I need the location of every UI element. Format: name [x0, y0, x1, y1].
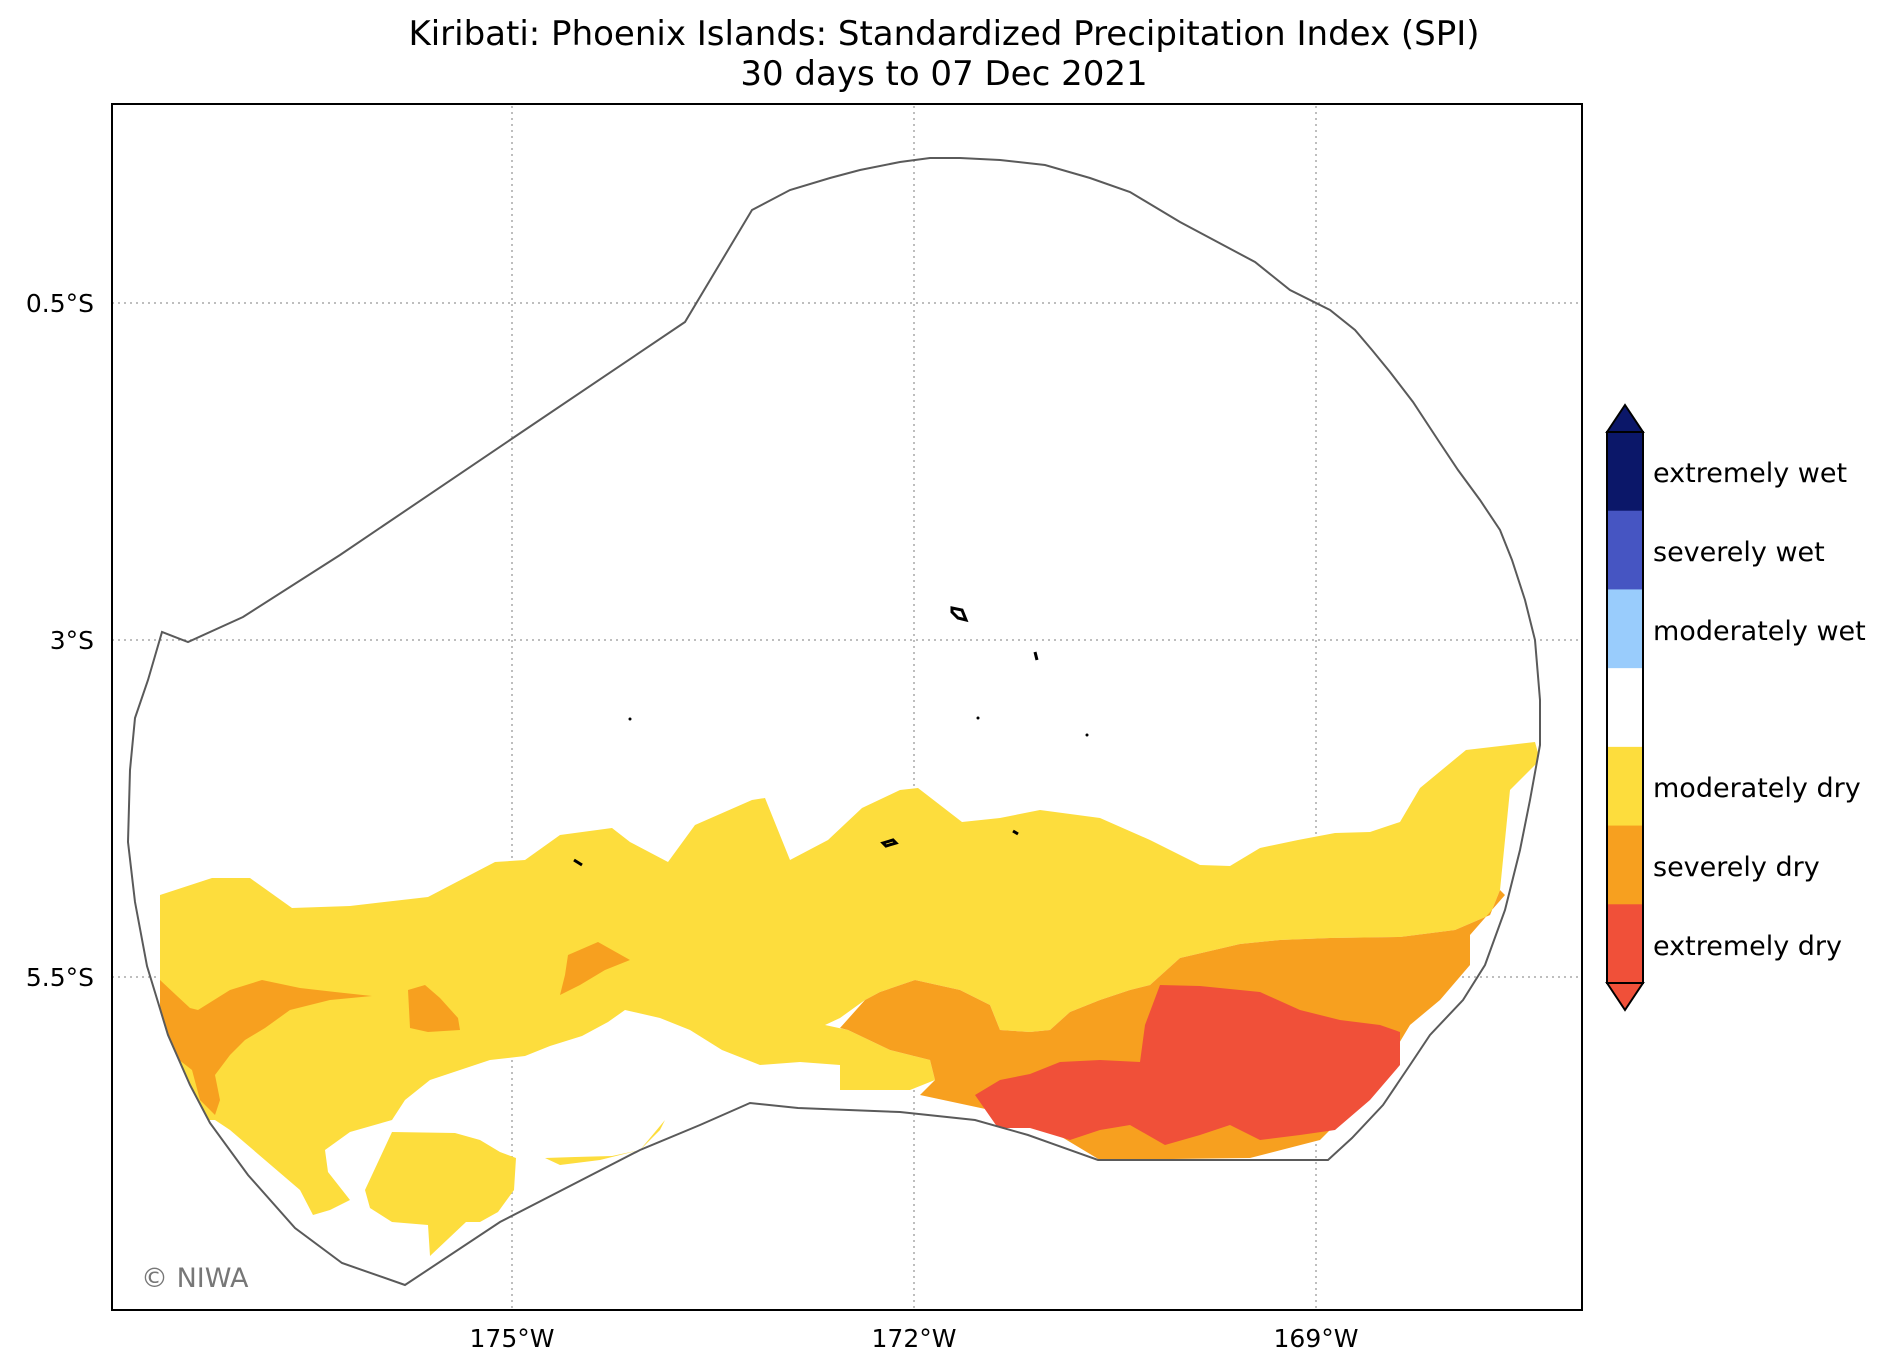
legend-label-extremely-dry: extremely dry [1653, 931, 1842, 962]
colorbar-swatch-normal [1607, 668, 1643, 748]
legend-label-moderately-dry: moderately dry [1653, 773, 1861, 804]
legend-label-extremely-wet: extremely wet [1653, 458, 1847, 489]
colorbar-swatch-severely-dry [1607, 825, 1643, 905]
islands [573, 606, 1089, 867]
map-frame [111, 103, 1583, 1311]
colorbar-top-arrow [1605, 403, 1645, 433]
severely-dry-patch-center [560, 942, 630, 995]
moderately-dry-sliver [545, 1120, 665, 1165]
colorbar-bottom-arrow [1605, 982, 1645, 1012]
eez-boundary [126, 157, 1541, 1287]
moderately-dry-patch-south [365, 1132, 516, 1256]
severely-dry-west-region [160, 980, 372, 1115]
spi-fields [160, 742, 1540, 1256]
colorbar-swatch-extremely-dry [1607, 904, 1643, 984]
tick-175w: 175°W [470, 1324, 555, 1353]
tick-0-5s: 0.5°S [26, 289, 94, 318]
tick-172w: 172°W [872, 1324, 957, 1353]
colorbar-swatch-moderately-dry [1607, 746, 1643, 827]
legend-label-severely-dry: severely dry [1653, 852, 1820, 883]
map-subtitle: 30 days to 07 Dec 2021 [740, 54, 1148, 94]
severely-dry-patch-west [408, 985, 460, 1032]
map-title: Kiribati: Phoenix Islands: Standardized … [408, 14, 1480, 54]
island-orona [880, 838, 899, 848]
island-rawaki [1085, 733, 1089, 737]
island-mckean [628, 717, 632, 721]
island-nikumaroro [573, 858, 583, 867]
island-canton [950, 606, 969, 623]
moderately-dry-region [160, 742, 1540, 1215]
island-manra [1012, 829, 1019, 836]
colorbar-frame [1606, 431, 1644, 984]
tick-3s: 3°S [50, 626, 94, 655]
extremely-dry-region [975, 985, 1400, 1145]
colorbar-swatch-moderately-wet [1607, 589, 1643, 669]
tick-169w: 169°W [1274, 1324, 1359, 1353]
credit-text: © NIWA [141, 1263, 249, 1294]
tick-5-5s: 5.5°S [26, 963, 94, 992]
island-enderbury [1033, 651, 1039, 661]
legend-label-severely-wet: severely wet [1653, 537, 1825, 568]
colorbar-swatch-extremely-wet [1607, 432, 1643, 512]
island-birnie [976, 716, 980, 720]
legend-label-moderately-wet: moderately wet [1653, 616, 1866, 647]
spi-colorbar: extremely wet severely wet moderately we… [1605, 403, 1866, 1012]
colorbar-swatch-severely-wet [1607, 510, 1643, 590]
